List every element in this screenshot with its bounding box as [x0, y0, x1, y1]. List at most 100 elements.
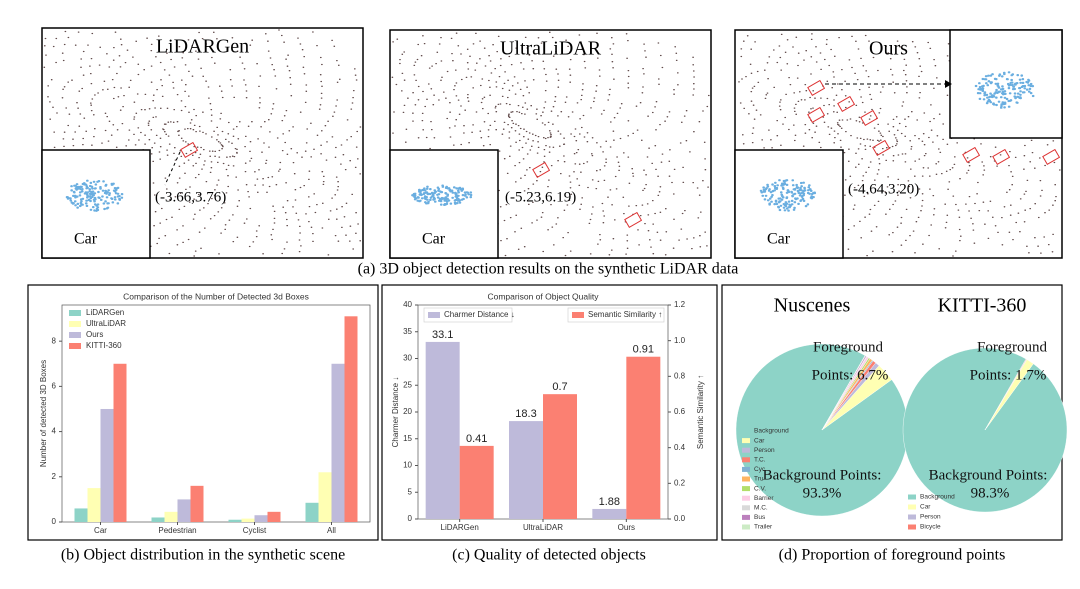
data-label: 0.7	[552, 381, 567, 393]
legend-label: M.C.	[754, 505, 768, 512]
legend-swatch	[742, 524, 750, 530]
inset-label: Car	[74, 231, 98, 248]
caption: (d) Proportion of foreground points	[779, 547, 1006, 564]
legend-swatch	[69, 343, 81, 349]
detection-box	[624, 211, 643, 229]
y-axis-label: Charmer Distance ↓	[391, 377, 400, 448]
legend-label: Barrier	[754, 495, 774, 502]
legend-swatch	[742, 428, 750, 434]
y2-tick-label: 0.4	[674, 443, 686, 452]
bar	[459, 445, 494, 519]
detection-box	[1042, 148, 1061, 166]
y-tick-label: 20	[403, 407, 412, 416]
pie-title: Nuscenes	[774, 295, 851, 317]
pie-title: KITTI-360	[938, 295, 1027, 317]
inset-frame	[949, 29, 1063, 139]
bar	[344, 316, 358, 522]
data-label: 0.91	[633, 344, 654, 356]
legend-swatch	[742, 457, 750, 463]
pie-slice	[984, 358, 1027, 431]
legend-label: Semantic Similarity ↑	[588, 310, 662, 319]
legend-swatch	[742, 438, 750, 444]
coordinate-label: (-5.23,6.19)	[505, 189, 576, 205]
y2-tick-label: 0.8	[674, 371, 686, 380]
bar	[87, 488, 101, 522]
detection-box	[807, 79, 826, 97]
x-tick-label: LiDARGen	[441, 523, 479, 532]
legend-swatch	[428, 312, 440, 318]
legend-label: Person	[920, 514, 941, 521]
bar	[543, 394, 577, 519]
y-tick-label: 15	[403, 434, 412, 443]
y-tick-label: 10	[403, 461, 412, 470]
x-tick-label: Cyclist	[243, 526, 267, 535]
bar	[100, 408, 114, 522]
y-tick-label: 0	[408, 514, 413, 523]
legend-label: Background	[754, 428, 789, 435]
arrow-head	[945, 80, 952, 88]
object-points	[974, 71, 1035, 109]
caption: (a) 3D object detection results on the s…	[358, 261, 739, 278]
legend-box	[423, 307, 513, 323]
bar	[592, 508, 627, 519]
legend-label: Bicycle	[920, 524, 941, 531]
bar	[305, 502, 319, 522]
legend-label: KITTI-360	[86, 341, 122, 350]
x-tick-label: Pedestrian	[158, 526, 196, 535]
legend-swatch	[742, 466, 750, 472]
bar	[228, 519, 242, 522]
bar	[190, 485, 204, 522]
y2-axis-label: Semantic Similarity ↑	[696, 375, 705, 449]
legend-swatch	[742, 505, 750, 511]
legend-label: Cyc	[754, 466, 766, 473]
legend-label: Car	[754, 437, 765, 444]
image-title: UltraLiDAR	[500, 38, 602, 60]
caption: (b) Object distribution in the synthetic…	[61, 547, 345, 564]
legend-box	[567, 307, 665, 323]
legend-swatch	[742, 476, 750, 482]
x-tick-label: Ours	[618, 523, 635, 532]
y2-tick-label: 1.0	[674, 336, 686, 345]
data-label: 33.1	[432, 329, 453, 341]
bar	[113, 363, 127, 522]
legend-swatch	[572, 312, 584, 318]
legend-label: Car	[920, 504, 931, 511]
y-tick-label: 0	[52, 517, 57, 526]
x-tick-label: Car	[94, 526, 107, 535]
bar	[331, 363, 345, 522]
legend-label: C.V.	[754, 485, 766, 492]
annotation: Points: 6.7%	[812, 367, 889, 383]
panel-a	[41, 27, 1063, 259]
coordinate-label: (-3.66,3.76)	[155, 189, 226, 205]
legend-swatch	[908, 504, 916, 510]
y-tick-label: 6	[52, 381, 57, 390]
object-points	[65, 179, 124, 212]
legend-label: LiDARGen	[86, 308, 124, 317]
legend-label: Ours	[86, 330, 103, 339]
legend-swatch	[742, 514, 750, 520]
y-tick-label: 4	[52, 427, 57, 436]
legend-swatch	[742, 486, 750, 492]
object-points	[759, 179, 817, 212]
legend-swatch	[742, 447, 750, 453]
y2-tick-label: 0.6	[674, 407, 686, 416]
y-tick-label: 30	[403, 354, 412, 363]
detection-box	[180, 141, 199, 159]
image-title: LiDARGen	[156, 36, 249, 58]
detection-box	[872, 139, 891, 157]
object-points	[411, 184, 473, 206]
legend-label: Trailer	[754, 524, 773, 531]
bar	[254, 515, 268, 522]
legend-swatch	[69, 332, 81, 338]
y-tick-label: 35	[403, 327, 412, 336]
y-tick-label: 40	[403, 300, 412, 309]
inset-label: Car	[767, 231, 791, 248]
legend-label: Bus	[754, 514, 766, 521]
arrow	[164, 151, 181, 186]
legend-label: Tru	[754, 476, 764, 483]
y2-tick-label: 0.2	[674, 478, 686, 487]
data-label: 1.88	[599, 496, 620, 508]
legend-label: T.C.	[754, 457, 766, 464]
bar	[241, 518, 255, 522]
